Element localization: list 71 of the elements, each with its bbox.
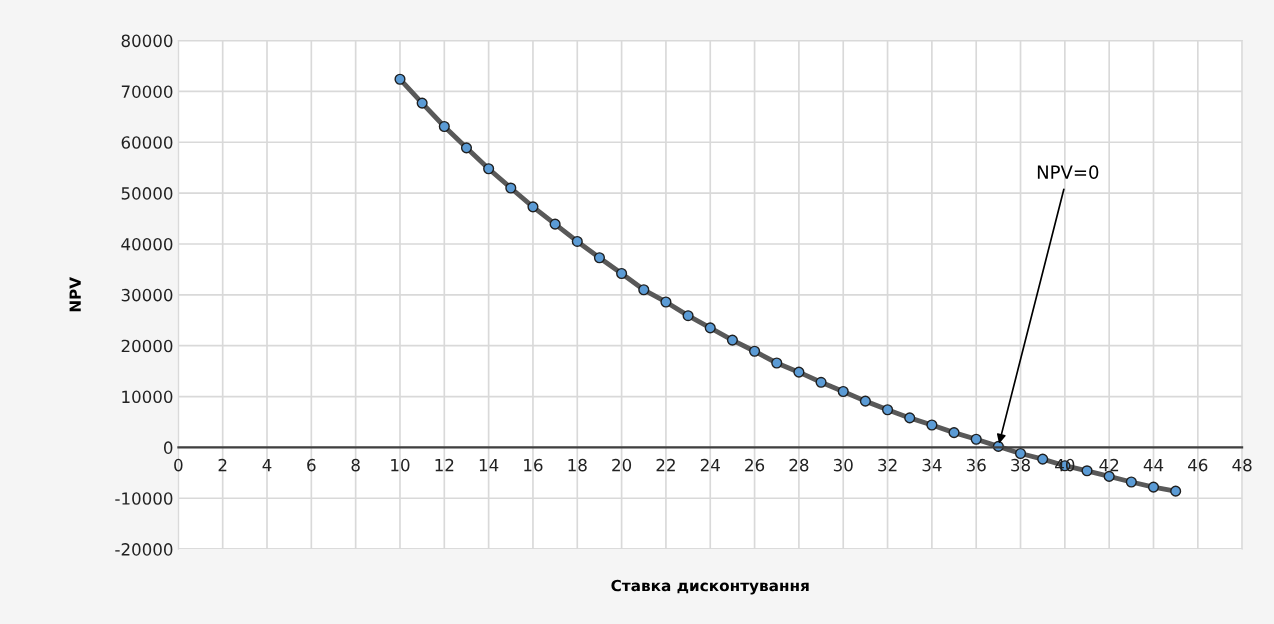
point [1081,465,1093,477]
point [859,395,871,407]
y-axis-title: NPV [69,277,81,312]
y-tick-label: -20000 [115,543,173,556]
x-tick-label: 8 [351,458,360,472]
point [549,218,561,230]
point [704,322,716,334]
x-tick-label: 2 [218,458,227,472]
point [505,182,517,194]
x-tick-label: 0 [174,458,183,472]
y-tick-label: 70000 [121,85,173,98]
x-tick-label: 38 [1011,458,1030,472]
y-tick-label: 50000 [121,187,173,200]
point [460,142,473,154]
x-tick-label: 10 [391,458,410,472]
annotation: NPV=0 [1037,165,1099,179]
point [416,97,428,109]
point [749,345,761,357]
x-tick-label: 44 [1143,459,1164,472]
x-tick-label: 40 [1055,458,1075,472]
point [616,267,628,280]
x-tick-label: 22 [656,458,675,472]
y-tick-label: -10000 [115,492,173,505]
y-tick-label: 0 [163,441,173,454]
x-tick-label: 4 [262,459,272,472]
point [638,284,650,296]
point [1125,476,1137,488]
point [1147,481,1160,493]
point [483,163,495,175]
point [926,419,938,431]
x-tick-label: 16 [524,458,543,472]
point [970,433,982,445]
point [1170,485,1182,497]
point [771,357,783,369]
point [815,376,827,388]
point [438,120,450,133]
point [904,412,916,424]
y-tick-label: 30000 [121,288,173,302]
x-tick-label: 36 [966,458,986,472]
point [593,252,605,264]
point [660,296,672,308]
x-tick-label: 48 [1232,458,1252,472]
x-tick-label: 18 [568,458,587,472]
x-tick-label: 34 [922,458,942,472]
y-tick-label: 20000 [121,339,173,353]
y-tick-label: 40000 [121,237,173,251]
x-tick-label: 14 [479,459,499,472]
point [726,334,738,346]
point [881,404,894,416]
x-tick-label: 42 [1099,458,1119,472]
x-tick-label: 28 [789,458,809,472]
point [394,73,406,85]
y-tick-label: 80000 [121,34,173,48]
point [571,235,583,247]
x-tick-label: 24 [700,458,720,472]
point [527,201,539,213]
x-tick-label: 12 [435,458,454,472]
x-tick-label: 6 [307,458,316,472]
point [793,366,805,378]
x-tick-label: 20 [612,458,632,472]
x-tick-label: 30 [833,458,853,472]
point [837,385,849,398]
x-tick-label: 32 [878,458,897,472]
point [1037,453,1049,465]
x-tick-label: 26 [745,458,765,472]
x-axis-title: Ставка дисконтування [611,579,809,595]
point [948,427,960,439]
point [682,310,694,322]
x-tick-label: 46 [1188,458,1208,472]
y-tick-label: 60000 [121,136,173,149]
y-tick-label: 10000 [122,390,173,404]
